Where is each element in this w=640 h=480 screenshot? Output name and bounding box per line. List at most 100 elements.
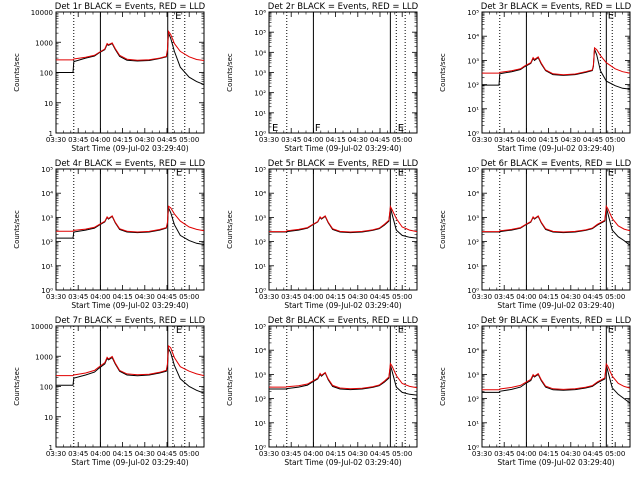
flag-marker: E (398, 167, 404, 178)
events-series-line (482, 49, 630, 90)
events-series-line (56, 346, 204, 394)
flag-marker: E (176, 325, 182, 336)
y-tick-label: 10⁴ (467, 347, 479, 355)
x-tick-label: 03:30 (472, 450, 492, 458)
x-tick-label: 04:15 (326, 293, 346, 301)
y-tick-label: 10⁵ (254, 166, 266, 174)
x-axis-title: Start Time (09-Jul-02 03:29:40) (71, 301, 188, 310)
x-tick-label: 05:00 (605, 450, 625, 458)
y-tick-label: 10² (41, 239, 53, 247)
chart-panel-2: Det 2r BLACK = Events, RED = LLD 10⁰ 10¹ 10… (226, 2, 419, 153)
events-series-line (269, 365, 417, 396)
y-tick-label: 10⁵ (467, 323, 479, 331)
x-tick-label: 04:45 (157, 450, 177, 458)
x-tick-label: 03:30 (259, 293, 279, 301)
x-tick-label: 03:30 (46, 293, 66, 301)
x-tick-label: 04:15 (539, 450, 559, 458)
x-axis-title: Start Time (09-Jul-02 03:29:40) (497, 144, 614, 153)
x-tick-label: 04:45 (370, 136, 390, 144)
flag-marker: F (315, 123, 321, 134)
x-tick-label: 04:45 (157, 293, 177, 301)
x-tick-label: 03:45 (494, 136, 514, 144)
y-tick-label: 10³ (41, 214, 53, 222)
plot-frame (268, 168, 418, 291)
y-tick-label: 10⁴ (467, 33, 479, 41)
y-tick-label: 10³ (254, 214, 266, 222)
plot-frame (268, 11, 418, 134)
x-tick-label: 04:00 (303, 136, 323, 144)
y-tick-label: 10 (44, 414, 53, 422)
y-tick-label: 10¹ (467, 106, 479, 114)
chart-panel-9: Det 9r BLACK = Events, RED = LLD 10⁰ 10¹ 10… (439, 316, 632, 467)
y-tick-label: 10⁶ (254, 9, 266, 17)
x-tick-label: 03:45 (494, 450, 514, 458)
x-tick-label: 04:00 (90, 450, 110, 458)
events-series-line (56, 32, 204, 85)
x-tick-label: 04:00 (90, 136, 110, 144)
chart-panel-1: Det 1r BLACK = Events, RED = LLD 1 10 100 10… (13, 2, 206, 153)
flag-marker: E (608, 10, 614, 21)
y-tick-label: 10⁵ (467, 166, 479, 174)
x-tick-label: 04:15 (539, 293, 559, 301)
y-tick-label: 10¹ (254, 263, 266, 271)
plot-frame (55, 325, 205, 448)
plot-frame (481, 11, 631, 134)
y-tick-label: 10¹ (467, 420, 479, 428)
y-axis-title: Counts/sec (439, 367, 447, 406)
x-tick-label: 04:45 (370, 450, 390, 458)
x-tick-label: 04:30 (135, 293, 155, 301)
chart-title: Det 6r BLACK = Events, RED = LLD (481, 159, 632, 169)
y-tick-label: 10⁴ (41, 190, 53, 198)
y-tick-label: 1 (49, 130, 53, 138)
chart-panel-7: Det 7r BLACK = Events, RED = LLD 1 10 100 10… (13, 316, 206, 467)
y-tick-label: 10⁵ (254, 323, 266, 331)
chart-title: Det 5r BLACK = Events, RED = LLD (268, 159, 419, 169)
x-tick-label: 04:45 (157, 136, 177, 144)
x-tick-label: 03:45 (68, 136, 88, 144)
y-tick-label: 10² (467, 239, 479, 247)
x-tick-label: 03:45 (281, 136, 301, 144)
chart-title: Det 8r BLACK = Events, RED = LLD (268, 316, 419, 326)
y-tick-label: 10⁰ (467, 444, 479, 452)
y-tick-label: 10¹ (254, 110, 266, 118)
y-tick-label: 10⁰ (467, 130, 479, 138)
x-tick-label: 03:45 (494, 293, 514, 301)
x-tick-label: 03:30 (472, 136, 492, 144)
x-tick-label: 05:00 (179, 293, 199, 301)
y-tick-label: 1000 (35, 353, 53, 361)
x-tick-label: 05:00 (179, 450, 199, 458)
x-tick-label: 04:15 (326, 136, 346, 144)
y-tick-label: 1 (49, 444, 53, 452)
x-tick-label: 03:30 (259, 450, 279, 458)
x-tick-label: 04:15 (113, 136, 133, 144)
x-tick-label: 05:00 (179, 136, 199, 144)
x-tick-label: 05:00 (605, 136, 625, 144)
chart-panel-8: Det 8r BLACK = Events, RED = LLD 10⁰ 10¹ 10… (226, 316, 419, 467)
x-tick-label: 04:30 (348, 293, 368, 301)
chart-panel-3: Det 3r BLACK = Events, RED = LLD 10⁰ 10¹ 10… (439, 2, 632, 153)
x-axis-title: Start Time (09-Jul-02 03:29:40) (497, 301, 614, 310)
y-tick-label: 10⁰ (254, 287, 266, 295)
flag-marker: E (608, 167, 614, 178)
x-tick-label: 04:00 (90, 293, 110, 301)
x-tick-label: 04:00 (516, 450, 536, 458)
x-tick-label: 04:30 (348, 450, 368, 458)
x-axis-title: Start Time (09-Jul-02 03:29:40) (284, 301, 401, 310)
events-series-line (482, 365, 630, 404)
chart-title: Det 2r BLACK = Events, RED = LLD (268, 2, 419, 12)
plot-frame (481, 168, 631, 291)
lld-series-line (269, 362, 417, 390)
events-series-line (482, 207, 630, 246)
y-tick-label: 10³ (467, 214, 479, 222)
y-tick-label: 10² (254, 239, 266, 247)
flag-marker: E (175, 11, 181, 22)
x-tick-label: 03:45 (68, 293, 88, 301)
x-tick-label: 04:00 (516, 136, 536, 144)
y-tick-label: 10⁵ (254, 29, 266, 37)
chart-title: Det 3r BLACK = Events, RED = LLD (481, 2, 632, 12)
y-tick-label: 10000 (31, 9, 53, 17)
y-tick-label: 100 (40, 384, 53, 392)
lld-series-line (269, 204, 417, 233)
x-tick-label: 04:15 (113, 450, 133, 458)
lld-series-line (482, 46, 630, 76)
